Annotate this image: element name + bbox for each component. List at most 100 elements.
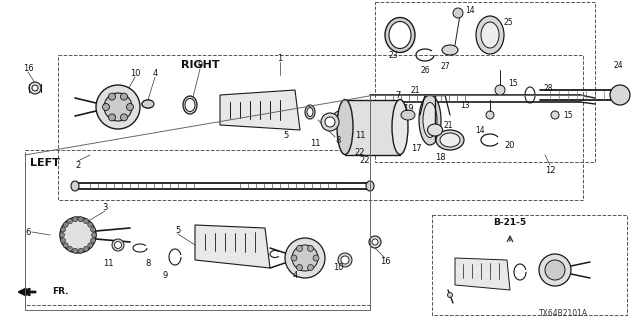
Ellipse shape: [428, 124, 442, 136]
Circle shape: [321, 113, 339, 131]
Text: 8: 8: [335, 135, 340, 145]
Ellipse shape: [442, 45, 458, 55]
Circle shape: [90, 238, 95, 243]
Ellipse shape: [183, 96, 197, 114]
Circle shape: [60, 227, 65, 232]
Text: B-21-5: B-21-5: [493, 218, 527, 227]
Circle shape: [341, 256, 349, 264]
Circle shape: [63, 243, 68, 248]
Text: 20: 20: [505, 140, 515, 149]
Circle shape: [291, 255, 297, 261]
Circle shape: [307, 265, 314, 270]
Ellipse shape: [337, 100, 353, 155]
Circle shape: [88, 222, 93, 227]
Circle shape: [372, 239, 378, 245]
Ellipse shape: [307, 108, 313, 116]
Circle shape: [545, 260, 565, 280]
Text: 6: 6: [26, 228, 31, 236]
Text: 23: 23: [388, 51, 398, 60]
Circle shape: [333, 111, 347, 125]
Bar: [25, 150, 370, 305]
Text: 11: 11: [103, 259, 113, 268]
Bar: [432, 215, 627, 315]
Circle shape: [29, 82, 41, 94]
Circle shape: [60, 233, 65, 237]
Circle shape: [60, 217, 96, 253]
Text: 5: 5: [175, 226, 180, 235]
Text: LEFT: LEFT: [30, 158, 60, 168]
Ellipse shape: [385, 18, 415, 52]
Circle shape: [369, 236, 381, 248]
Circle shape: [120, 93, 127, 100]
Circle shape: [296, 265, 303, 270]
Text: 16: 16: [380, 258, 390, 267]
Polygon shape: [195, 225, 270, 268]
Circle shape: [307, 245, 314, 252]
Text: 15: 15: [508, 78, 518, 87]
Ellipse shape: [436, 130, 464, 150]
Text: 10: 10: [130, 68, 140, 77]
Ellipse shape: [481, 22, 499, 48]
Text: TX64B2101A: TX64B2101A: [539, 308, 588, 317]
Text: 18: 18: [435, 153, 445, 162]
Circle shape: [120, 114, 127, 121]
Circle shape: [109, 114, 115, 121]
Text: 5: 5: [284, 131, 289, 140]
Circle shape: [73, 217, 77, 222]
Ellipse shape: [366, 181, 374, 191]
Text: 12: 12: [545, 165, 556, 174]
Text: 15: 15: [563, 110, 573, 119]
Ellipse shape: [440, 133, 460, 147]
Circle shape: [325, 117, 335, 127]
Text: FR.: FR.: [52, 287, 68, 297]
Polygon shape: [455, 258, 510, 290]
Circle shape: [336, 114, 344, 122]
Ellipse shape: [392, 100, 408, 155]
Text: 22: 22: [360, 156, 371, 164]
Circle shape: [63, 222, 68, 227]
Text: 10: 10: [333, 263, 343, 273]
Circle shape: [551, 111, 559, 119]
Circle shape: [88, 243, 93, 248]
Text: 27: 27: [440, 61, 450, 70]
Circle shape: [78, 248, 83, 253]
Circle shape: [104, 93, 132, 121]
Circle shape: [112, 239, 124, 251]
Bar: [345, 100, 400, 155]
Bar: [58, 55, 583, 200]
Text: 17: 17: [411, 143, 421, 153]
Text: 2: 2: [76, 161, 81, 170]
Circle shape: [67, 246, 72, 251]
Ellipse shape: [185, 99, 195, 111]
Text: 3: 3: [102, 203, 108, 212]
Circle shape: [78, 217, 83, 222]
Text: 13: 13: [460, 100, 470, 109]
Polygon shape: [220, 90, 300, 130]
Text: RIGHT: RIGHT: [180, 60, 220, 70]
Text: 7: 7: [396, 91, 401, 100]
Bar: [375, 2, 595, 162]
Ellipse shape: [476, 16, 504, 54]
Circle shape: [67, 219, 72, 224]
Text: 24: 24: [613, 60, 623, 69]
Text: 9: 9: [197, 60, 203, 69]
Text: 26: 26: [420, 66, 430, 75]
Circle shape: [285, 238, 325, 278]
Circle shape: [32, 85, 38, 91]
Circle shape: [447, 292, 452, 298]
Text: 28: 28: [543, 84, 553, 92]
Text: 22: 22: [355, 148, 365, 156]
Circle shape: [313, 255, 319, 261]
Circle shape: [73, 248, 77, 253]
Circle shape: [453, 8, 463, 18]
Text: 11: 11: [355, 131, 365, 140]
Circle shape: [92, 233, 97, 237]
Circle shape: [96, 85, 140, 129]
Circle shape: [115, 242, 122, 249]
Circle shape: [83, 246, 88, 251]
Circle shape: [539, 254, 571, 286]
Text: 21: 21: [444, 121, 452, 130]
Circle shape: [486, 111, 494, 119]
Circle shape: [296, 245, 303, 252]
Ellipse shape: [305, 105, 315, 119]
